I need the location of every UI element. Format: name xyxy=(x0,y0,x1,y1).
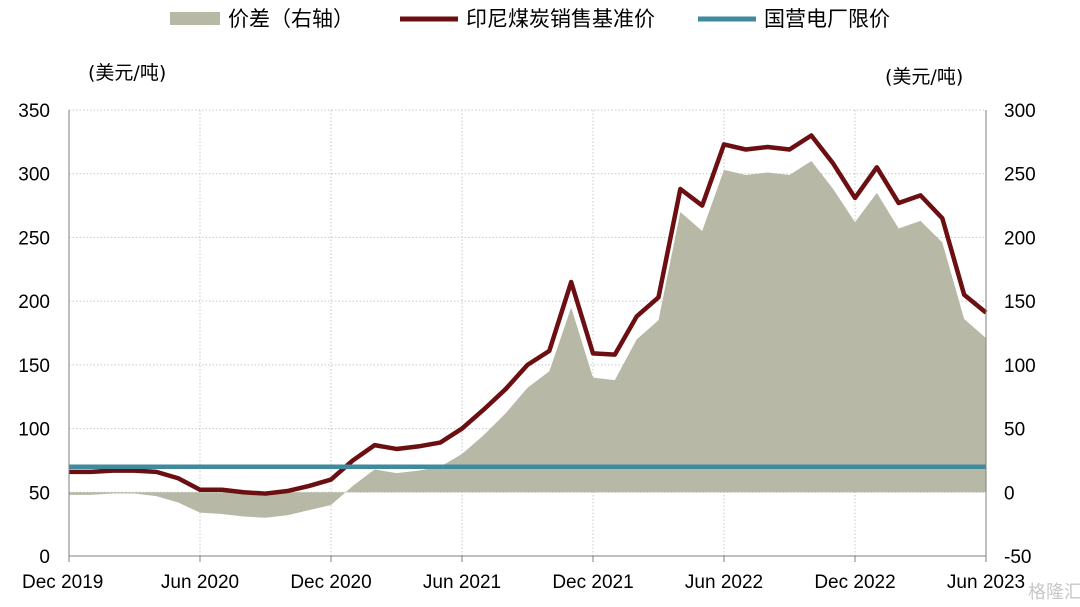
series-area-spread xyxy=(69,160,986,518)
x-tick-label: Jun 2022 xyxy=(685,572,763,593)
y-left-tick-label: 150 xyxy=(18,356,50,377)
x-tick-label: Dec 2022 xyxy=(814,572,895,593)
tick-labels: 0 50 100 150 200 250 300 350 -50 0 50 100 150 200 250 3… xyxy=(18,101,1035,593)
y-left-tick-label: 50 xyxy=(29,483,50,504)
y-left-tick-label: 100 xyxy=(18,420,50,441)
x-tick-label: Jun 2021 xyxy=(423,572,501,593)
legend-label: 国营电厂限价 xyxy=(764,7,890,31)
legend-label: 价差（右轴） xyxy=(228,7,354,31)
y-right-tick-label: 300 xyxy=(1004,101,1036,122)
legend-item: 国营电厂限价 xyxy=(698,7,890,31)
left-axis-unit: (美元/吨) xyxy=(88,62,166,84)
y-left-tick-label: 250 xyxy=(18,228,50,249)
y-right-tick-label: -50 xyxy=(1004,547,1031,568)
x-tick-label: Jun 2023 xyxy=(947,572,1025,593)
y-left-tick-label: 300 xyxy=(18,165,50,186)
watermark: 格隆汇 xyxy=(1028,582,1080,603)
y-right-tick-label: 250 xyxy=(1004,165,1036,186)
y-left-tick-label: 200 xyxy=(18,292,50,313)
y-right-tick-label: 200 xyxy=(1004,228,1036,249)
legend-swatch-area xyxy=(170,12,220,25)
x-tick-label: Dec 2020 xyxy=(290,572,371,593)
legend-item: 价差（右轴） xyxy=(170,7,354,31)
axes xyxy=(68,110,987,562)
legend-label: 印尼煤炭销售基准价 xyxy=(466,7,655,31)
right-axis-unit: (美元/吨) xyxy=(885,66,963,88)
y-left-tick-label: 350 xyxy=(18,101,50,122)
y-right-tick-label: 50 xyxy=(1004,420,1025,441)
y-left-tick-label: 0 xyxy=(39,547,50,568)
plot-area xyxy=(69,133,988,518)
y-right-tick-label: 0 xyxy=(1004,483,1015,504)
y-right-tick-label: 150 xyxy=(1004,292,1036,313)
legend-item: 印尼煤炭销售基准价 xyxy=(400,7,655,31)
watermark-text: 格隆汇 xyxy=(1028,582,1080,603)
x-tick-label: Dec 2021 xyxy=(552,572,633,593)
x-tick-label: Jun 2020 xyxy=(161,572,239,593)
x-tick-label: Dec 2019 xyxy=(22,572,103,593)
legend: 价差（右轴） 印尼煤炭销售基准价 国营电厂限价 xyxy=(170,7,890,31)
y-right-tick-label: 100 xyxy=(1004,356,1036,377)
series-line-indonesia-hba xyxy=(69,133,988,496)
